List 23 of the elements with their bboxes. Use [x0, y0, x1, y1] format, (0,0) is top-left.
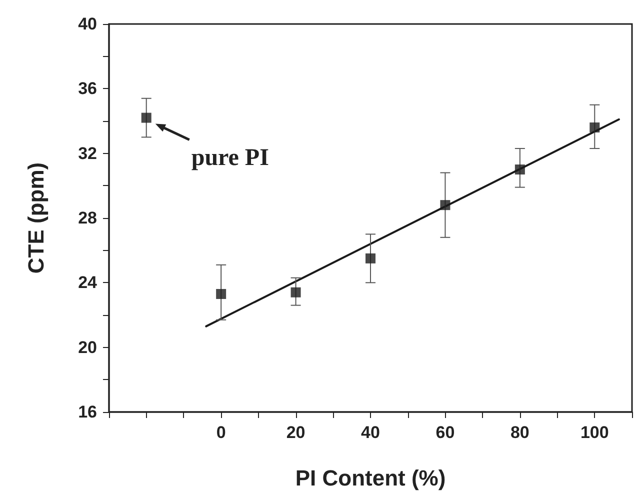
point — [590, 122, 600, 132]
y-tick-label: 32 — [78, 144, 97, 163]
x-tick-label: 20 — [286, 423, 306, 442]
y-tick-label: 28 — [78, 208, 97, 228]
x-tick-label: 100 — [580, 423, 609, 442]
x-tick-label: 60 — [436, 423, 455, 442]
y-tick-label: 24 — [78, 273, 98, 292]
y-tick-label: 20 — [78, 338, 97, 357]
y-axis-title: CTE (ppm) — [24, 162, 48, 274]
point — [366, 253, 376, 264]
y-tick-label: 16 — [78, 402, 97, 422]
point — [216, 288, 226, 299]
x-tick-label: 0 — [216, 423, 226, 442]
y-tick-label: 40 — [78, 14, 97, 34]
x-axis-title: PI Content (%) — [295, 466, 446, 490]
y-tick-label: 36 — [78, 79, 97, 98]
point — [290, 287, 301, 298]
point — [514, 164, 525, 174]
point — [440, 200, 450, 210]
annotation: pure PI — [191, 144, 269, 171]
x-tick-label: 40 — [361, 423, 380, 442]
x-tick-label: 80 — [510, 423, 530, 442]
point — [141, 112, 152, 123]
